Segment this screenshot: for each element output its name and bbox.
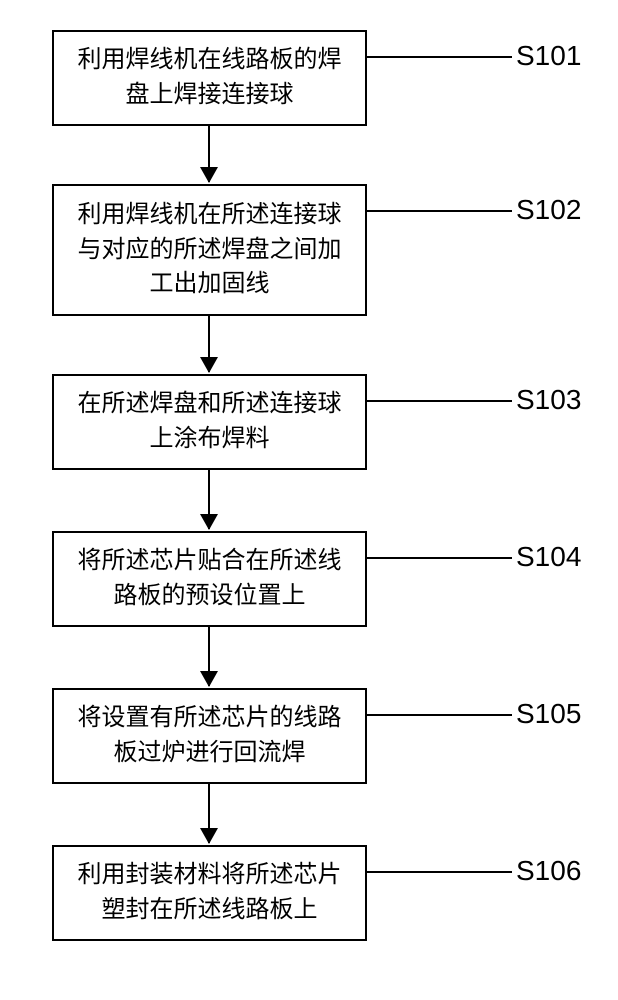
step-box-s104: 将所述芯片贴合在所述线路板的预设位置上: [52, 531, 367, 627]
arrow-5: [208, 784, 210, 843]
label-line-s106: [367, 871, 512, 873]
flowchart-container: 利用焊线机在线路板的焊盘上焊接连接球 S101 利用焊线机在所述连接球与对应的所…: [0, 0, 618, 1000]
step-label-s103: S103: [516, 384, 581, 416]
label-line-s102: [367, 210, 512, 212]
step-text-s101: 利用焊线机在线路板的焊盘上焊接连接球: [70, 43, 349, 113]
label-line-s101: [367, 56, 512, 58]
step-text-s102: 利用焊线机在所述连接球与对应的所述焊盘之间加工出加固线: [70, 198, 349, 302]
label-line-s104: [367, 557, 512, 559]
step-box-s101: 利用焊线机在线路板的焊盘上焊接连接球: [52, 30, 367, 126]
arrow-1: [208, 126, 210, 182]
arrow-4: [208, 627, 210, 686]
step-text-s106: 利用封装材料将所述芯片塑封在所述线路板上: [70, 858, 349, 928]
step-box-s105: 将设置有所述芯片的线路板过炉进行回流焊: [52, 688, 367, 784]
step-box-s102: 利用焊线机在所述连接球与对应的所述焊盘之间加工出加固线: [52, 184, 367, 316]
step-text-s103: 在所述焊盘和所述连接球上涂布焊料: [70, 387, 349, 457]
step-label-s105: S105: [516, 698, 581, 730]
step-label-s101: S101: [516, 40, 581, 72]
step-box-s103: 在所述焊盘和所述连接球上涂布焊料: [52, 374, 367, 470]
arrow-2: [208, 316, 210, 372]
step-label-s104: S104: [516, 541, 581, 573]
step-text-s105: 将设置有所述芯片的线路板过炉进行回流焊: [70, 701, 349, 771]
step-label-s102: S102: [516, 194, 581, 226]
label-line-s105: [367, 714, 512, 716]
step-label-s106: S106: [516, 855, 581, 887]
arrow-3: [208, 470, 210, 529]
step-text-s104: 将所述芯片贴合在所述线路板的预设位置上: [70, 544, 349, 614]
step-box-s106: 利用封装材料将所述芯片塑封在所述线路板上: [52, 845, 367, 941]
label-line-s103: [367, 400, 512, 402]
